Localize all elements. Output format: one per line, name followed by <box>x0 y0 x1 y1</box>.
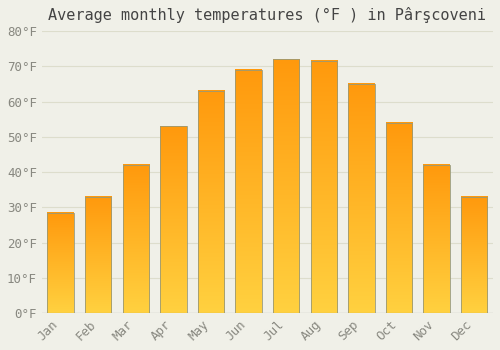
Bar <box>424 165 450 313</box>
Bar <box>85 197 112 313</box>
Bar <box>310 61 337 313</box>
Bar <box>461 197 487 313</box>
Title: Average monthly temperatures (°F ) in Pârşcoveni: Average monthly temperatures (°F ) in Pâ… <box>48 7 486 23</box>
Bar <box>122 165 149 313</box>
Bar <box>273 59 299 313</box>
Bar <box>198 91 224 313</box>
Bar <box>348 84 374 313</box>
Bar <box>48 212 74 313</box>
Bar <box>236 70 262 313</box>
Bar <box>160 126 186 313</box>
Bar <box>386 123 412 313</box>
